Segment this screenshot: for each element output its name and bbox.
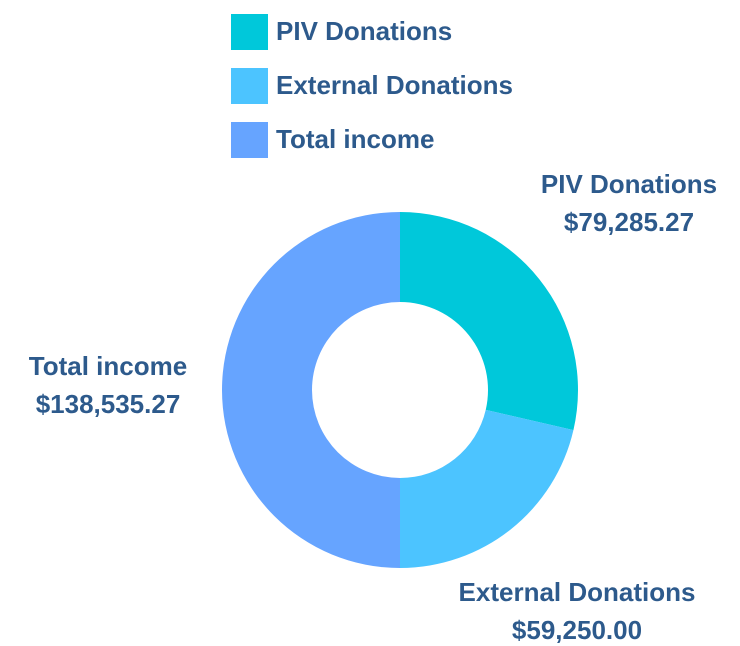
legend-label: PIV Donations bbox=[276, 16, 452, 46]
legend-label: Total income bbox=[276, 124, 434, 154]
slice-label: PIV Donations bbox=[541, 169, 717, 199]
slice-value-label: $59,250.00 bbox=[512, 615, 642, 645]
legend-swatch bbox=[231, 14, 268, 50]
legend-swatch bbox=[231, 122, 268, 158]
slice-label: External Donations bbox=[459, 577, 696, 607]
legend-swatch bbox=[231, 68, 268, 104]
legend-label: External Donations bbox=[276, 70, 513, 100]
donut-slice bbox=[222, 212, 400, 568]
donut-slice bbox=[400, 409, 574, 568]
donut-slice bbox=[400, 212, 578, 431]
slice-value-label: $138,535.27 bbox=[36, 389, 181, 419]
slice-value-label: $79,285.27 bbox=[564, 207, 694, 237]
slice-label: Total income bbox=[29, 351, 187, 381]
